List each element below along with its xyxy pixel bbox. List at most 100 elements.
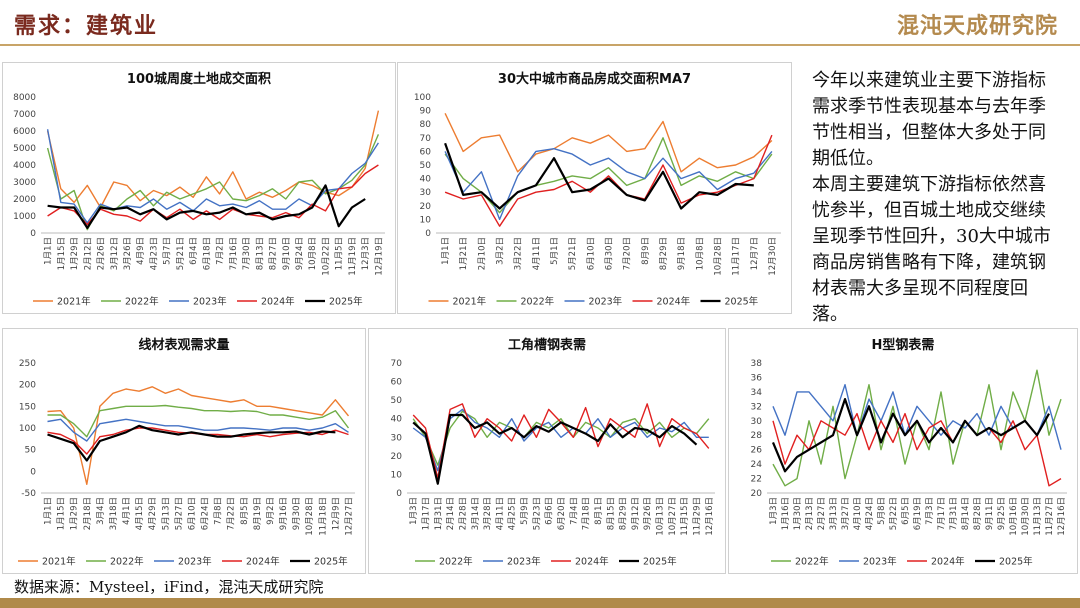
y-tick-label: 10 [420,215,432,225]
series-line [47,418,349,442]
x-tick-label: 5月13日 [161,497,171,530]
y-tick-label: 90 [420,107,432,117]
x-tick-label: 6月10日 [586,237,596,270]
x-tick-label: 1月15日 [57,237,67,270]
x-tick-label: 3月13日 [829,497,839,530]
x-tick-label: 1月1日 [44,237,54,265]
x-tick-label: 2月27日 [817,497,827,530]
x-tick-label: 2月28日 [458,497,468,530]
x-tick-label: 1月21日 [459,237,469,270]
series-line [772,384,1062,450]
x-tick-label: 8月1日 [594,497,604,525]
y-tick-label: 5000 [13,144,36,154]
y-tick-label: 50 [25,446,37,456]
series-line [444,142,754,210]
x-tick-label: 7月8日 [214,497,224,525]
x-tick-label: 7月20日 [623,237,633,270]
legend-label: 2025年 [329,296,363,308]
legend-label: 2022年 [125,296,159,308]
y-tick-label: 1000 [13,212,36,222]
x-tick-label: 4月1日 [122,497,132,525]
x-tick-label: 10月30日 [1021,497,1031,536]
x-tick-label: 7月30日 [242,237,252,270]
x-tick-label: 10月27日 [668,497,678,536]
paragraph: 本周主要建筑下游指标依然喜忧参半，但百城土地成交继续呈现季节性回升，30大中城市… [812,174,1051,325]
x-tick-label: 6月24日 [201,497,211,530]
x-tick-label: 9月10日 [282,237,292,270]
x-tick-label: 4月10日 [853,497,863,530]
x-tick-label: 5月27日 [174,497,184,530]
y-tick-label: 24 [751,460,763,470]
y-tick-label: 40 [420,175,432,185]
series-line [47,386,350,485]
y-tick-label: 100 [414,93,431,103]
x-tick-label: 10月8日 [308,237,318,270]
legend-label: 2023年 [863,556,897,568]
x-tick-label: 8月15日 [606,497,616,530]
x-tick-label: 7月17日 [937,497,947,530]
x-tick-label: 4月15日 [135,497,145,530]
legend-label: 2023年 [507,556,541,568]
y-tick-label: 50 [420,161,432,171]
x-tick-label: 3月14日 [471,497,481,530]
footer-bar [0,598,1080,608]
y-tick-label: 20 [751,489,763,499]
x-tick-label: 5月21日 [568,237,578,270]
x-tick-label: 8月29日 [659,237,669,270]
x-tick-label: 6月18日 [202,237,212,270]
x-tick-label: 8月28日 [973,497,983,530]
x-tick-label: 7月31日 [949,497,959,530]
y-tick-label: 4000 [13,161,36,171]
y-tick-label: 0 [30,229,36,239]
x-tick-label: 9月2日 [266,497,276,525]
y-tick-label: 10 [391,470,403,480]
y-tick-label: 2000 [13,195,36,205]
x-tick-label: 7月22日 [227,497,237,530]
x-tick-label: 2月14日 [446,497,456,530]
legend-label: 2024年 [261,296,295,308]
x-tick-label: 12月3日 [361,237,371,270]
chart-title: 工角槽钢表需 [508,337,586,353]
x-tick-label: 8月9日 [641,237,651,265]
y-tick-label: 60 [391,378,403,388]
x-tick-label: 1月1日 [441,237,451,265]
header-rule [0,44,1080,46]
legend-label: 2022年 [521,296,555,308]
x-tick-label: 1月15日 [57,497,67,530]
x-tick-label: 5月1日 [550,237,560,265]
legend-label: 2022年 [439,556,473,568]
y-tick-label: 250 [19,359,36,369]
y-tick-label: 50 [391,396,403,406]
x-tick-label: 6月4日 [189,237,199,265]
series-line [47,164,379,226]
x-tick-label: 1月29日 [70,237,80,270]
y-tick-label: 6000 [13,127,36,137]
chart-title: 100城周度土地成交面积 [127,71,271,87]
x-tick-label: 9月25日 [997,497,1007,530]
source-note: 数据来源：Mysteel，iFind，混沌天成研究院 [14,578,324,596]
x-tick-label: 8月19日 [253,497,263,530]
chart: 100城周度土地成交面积 0 1000 2000 3000 4000 5000 6000 700… [13,71,385,308]
x-tick-label: 9月16日 [279,497,289,530]
x-tick-label: 4月11日 [495,497,505,530]
y-tick-label: 34 [751,388,763,398]
x-tick-label: 2月26日 [97,237,107,270]
x-tick-label: 1月16日 [781,497,791,530]
x-tick-label: 10月8日 [695,237,705,270]
x-tick-label: 4月24日 [865,497,875,530]
x-tick-label: 8月29日 [619,497,629,530]
x-tick-label: 2月18日 [83,497,93,530]
x-tick-label: 1月29日 [70,497,80,530]
y-tick-label: 7000 [13,110,36,120]
x-tick-label: 1月31日 [434,497,444,530]
series-line [444,134,773,227]
x-tick-label: 12月9日 [331,497,341,530]
x-tick-label: 11月27日 [1045,497,1055,536]
x-tick-label: 6月10日 [187,497,197,530]
x-tick-label: 11月29日 [693,497,703,536]
chart-panel: 线材表观需求量 -50 0 50 100 150 200 250 1月1日 1月15日 1月29日 2… [2,328,366,574]
x-tick-label: 1月3日 [769,497,779,525]
x-tick-label: 11月15日 [680,497,690,536]
y-tick-label: 0 [425,229,431,239]
